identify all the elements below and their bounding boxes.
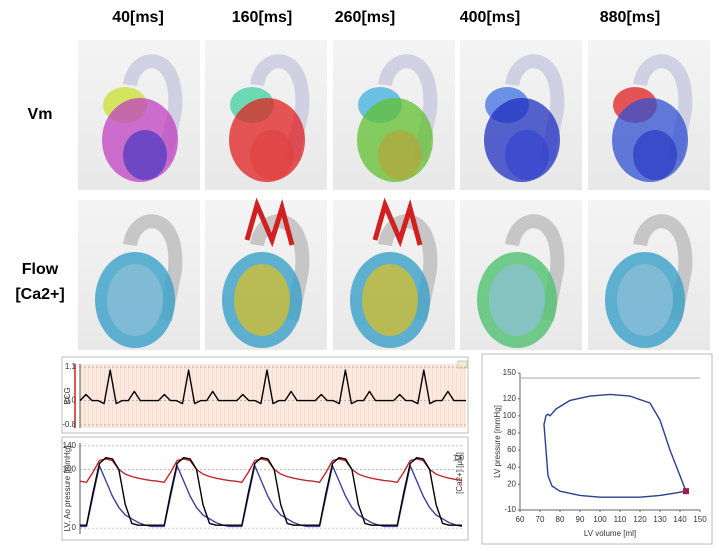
ventricle-core bbox=[107, 264, 163, 336]
y-tick-label: 140 bbox=[63, 441, 77, 450]
heart-render bbox=[78, 200, 200, 350]
aorta bbox=[123, 54, 183, 162]
y-tick-label: 150 bbox=[503, 368, 517, 377]
jet bbox=[372, 197, 423, 248]
aorta bbox=[378, 54, 438, 162]
x-tick-label: 140 bbox=[673, 515, 687, 524]
y-tick-label: 80 bbox=[507, 428, 516, 437]
ventricle-core bbox=[234, 264, 290, 336]
heart-render bbox=[460, 200, 582, 350]
x-tick-label: 90 bbox=[576, 515, 585, 524]
y-tick-label: 100 bbox=[503, 411, 517, 420]
x-tick-label: 100 bbox=[593, 515, 607, 524]
y-tick-label: 1.1 bbox=[65, 362, 77, 371]
ventricle-core bbox=[617, 264, 673, 336]
y2-axis-label: [Ca2+] [μM] bbox=[455, 452, 464, 494]
heart-render bbox=[588, 40, 710, 190]
scroll-handle bbox=[457, 360, 468, 369]
jet bbox=[244, 197, 295, 248]
end-marker bbox=[683, 488, 689, 495]
y-tick-label: 0.0 bbox=[65, 396, 77, 405]
y-tick-label: 120 bbox=[503, 394, 517, 403]
column-header: 260[ms] bbox=[335, 9, 395, 26]
row-label: Vm bbox=[28, 106, 53, 123]
column-header: 880[ms] bbox=[600, 9, 660, 26]
ventricle-core bbox=[362, 264, 418, 336]
heart-render bbox=[205, 197, 327, 350]
ventricle-core bbox=[489, 264, 545, 336]
y-axis-label: LV pressure [mmHg] bbox=[493, 405, 502, 478]
aorta bbox=[250, 54, 310, 162]
heart-render bbox=[333, 40, 455, 190]
aorta bbox=[633, 214, 693, 322]
y-tick-label: 20 bbox=[507, 479, 516, 488]
x-tick-label: 60 bbox=[516, 515, 525, 524]
y-tick-label: 100 bbox=[63, 465, 77, 474]
apex bbox=[633, 130, 677, 180]
x-tick-label: 120 bbox=[633, 515, 647, 524]
aorta bbox=[633, 54, 693, 162]
x-tick-label: 80 bbox=[556, 515, 565, 524]
y-tick-label: -0.8 bbox=[62, 420, 76, 429]
aorta bbox=[505, 54, 565, 162]
x-tick-label: 110 bbox=[614, 515, 627, 524]
row-label: [Ca2+] bbox=[15, 286, 64, 303]
heart-render bbox=[333, 197, 455, 350]
aorta bbox=[123, 214, 183, 322]
column-header: 40[ms] bbox=[112, 9, 164, 26]
apex bbox=[250, 130, 294, 180]
y-tick-label: 40 bbox=[507, 462, 516, 471]
series-line bbox=[543, 393, 687, 498]
y-axis-label: LV, Ao pressure [mmHg] bbox=[63, 446, 72, 532]
apex bbox=[123, 130, 167, 180]
x-tick-label: 70 bbox=[536, 515, 545, 524]
row-label: Flow bbox=[22, 261, 59, 278]
heart-render bbox=[205, 40, 327, 190]
apex bbox=[378, 130, 422, 180]
series-line bbox=[80, 457, 462, 526]
aorta bbox=[505, 214, 565, 322]
y-axis-label: ECG bbox=[63, 387, 72, 404]
x-tick-label: 130 bbox=[653, 515, 667, 524]
heart-render bbox=[460, 40, 582, 190]
apex bbox=[505, 130, 549, 180]
y-tick-label: 60 bbox=[507, 445, 516, 454]
y-tick-label: 0 bbox=[72, 523, 77, 532]
heart-render bbox=[78, 40, 200, 190]
heart-render bbox=[588, 200, 710, 350]
column-header: 400[ms] bbox=[460, 9, 520, 26]
series-line bbox=[79, 369, 466, 405]
x-axis-label: LV volume [ml] bbox=[584, 529, 636, 538]
column-header: 160[ms] bbox=[232, 9, 292, 26]
x-tick-label: 150 bbox=[693, 515, 707, 524]
y-tick-label: -10 bbox=[504, 505, 516, 514]
y2-tick-label: 1.0 bbox=[453, 453, 465, 462]
